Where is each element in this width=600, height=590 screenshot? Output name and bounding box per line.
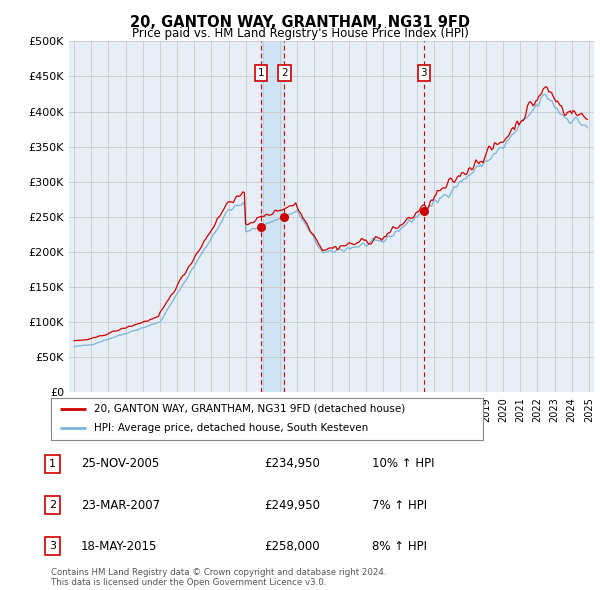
Text: 20, GANTON WAY, GRANTHAM, NG31 9FD (detached house): 20, GANTON WAY, GRANTHAM, NG31 9FD (deta…	[94, 404, 406, 414]
Text: 23-MAR-2007: 23-MAR-2007	[81, 499, 160, 512]
Text: 8% ↑ HPI: 8% ↑ HPI	[372, 540, 427, 553]
Text: £258,000: £258,000	[264, 540, 320, 553]
Text: 18-MAY-2015: 18-MAY-2015	[81, 540, 157, 553]
Text: 25-NOV-2005: 25-NOV-2005	[81, 457, 159, 470]
Text: 20, GANTON WAY, GRANTHAM, NG31 9FD: 20, GANTON WAY, GRANTHAM, NG31 9FD	[130, 15, 470, 30]
Text: Contains HM Land Registry data © Crown copyright and database right 2024.
This d: Contains HM Land Registry data © Crown c…	[51, 568, 386, 587]
Text: 3: 3	[49, 542, 56, 551]
Text: HPI: Average price, detached house, South Kesteven: HPI: Average price, detached house, Sout…	[94, 423, 368, 433]
Text: 7% ↑ HPI: 7% ↑ HPI	[372, 499, 427, 512]
Text: 1: 1	[258, 68, 265, 78]
Text: £234,950: £234,950	[264, 457, 320, 470]
Text: 3: 3	[421, 68, 427, 78]
Text: Price paid vs. HM Land Registry's House Price Index (HPI): Price paid vs. HM Land Registry's House …	[131, 27, 469, 40]
Text: 2: 2	[49, 500, 56, 510]
Text: 1: 1	[49, 459, 56, 468]
Bar	[261, 41, 284, 392]
Text: 2: 2	[281, 68, 287, 78]
Text: 10% ↑ HPI: 10% ↑ HPI	[372, 457, 434, 470]
Text: £249,950: £249,950	[264, 499, 320, 512]
